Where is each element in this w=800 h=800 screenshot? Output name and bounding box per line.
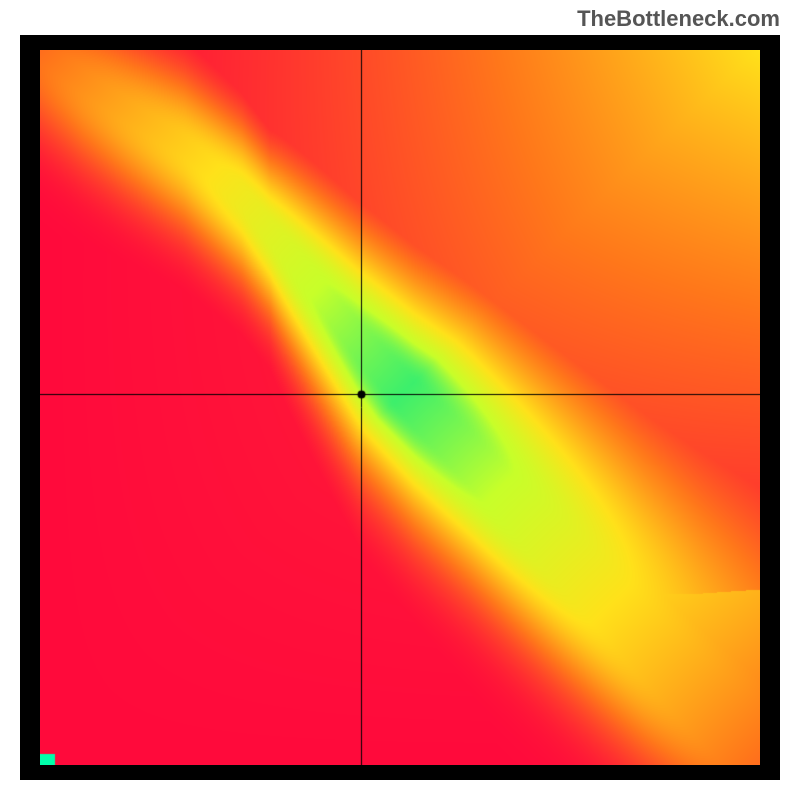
chart-frame bbox=[20, 35, 780, 780]
heatmap-canvas bbox=[40, 50, 760, 765]
page-container: TheBottleneck.com bbox=[0, 0, 800, 800]
attribution-text: TheBottleneck.com bbox=[577, 6, 780, 32]
